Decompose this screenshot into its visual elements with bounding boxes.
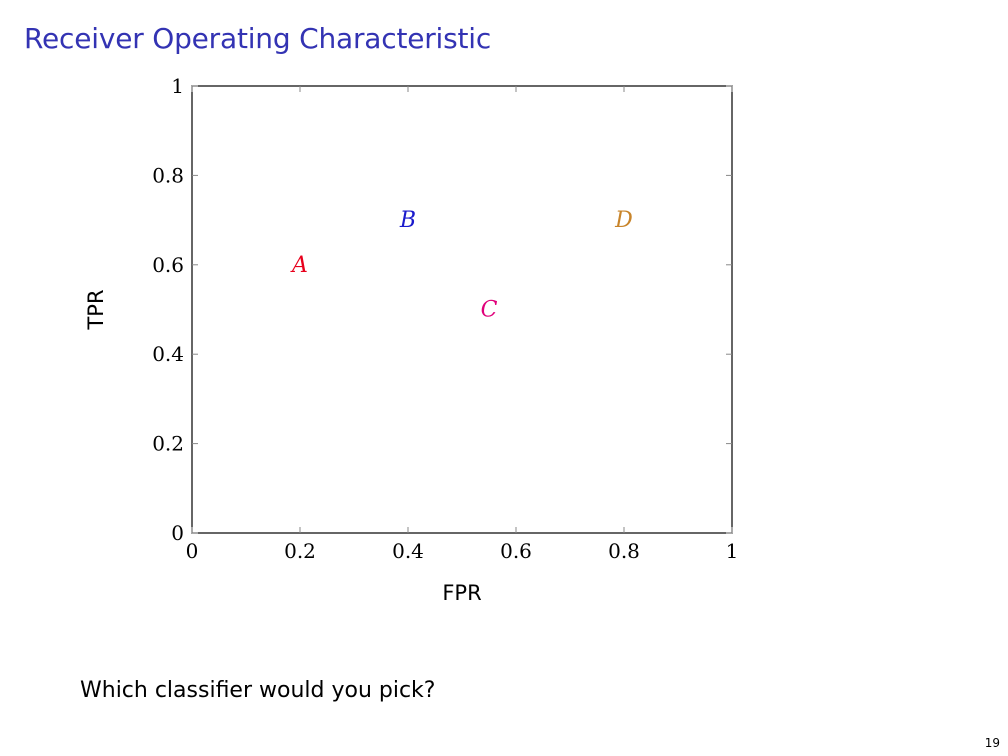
x-tick-label: 0.6 [500, 539, 532, 563]
data-point-d: D [614, 208, 633, 233]
page-number: 19 [984, 736, 1000, 750]
slide-title: Receiver Operating Characteristic [24, 22, 492, 55]
y-axis-title: TPR [84, 289, 108, 330]
plot-border [191, 85, 733, 534]
y-tick-label: 0.4 [152, 342, 184, 366]
x-tick-label: 0 [186, 539, 199, 563]
data-points: A B C D [290, 208, 633, 322]
y-tick-label: 1 [171, 74, 184, 98]
question-text: Which classifier would you pick? [80, 678, 436, 703]
y-tick-label: 0.2 [152, 432, 184, 456]
y-tick-label: 0.6 [152, 253, 184, 277]
y-tick-label: 0.8 [152, 163, 184, 187]
y-tick-label: 0 [171, 521, 184, 545]
x-tick-label: 1 [726, 539, 739, 563]
x-tick-label: 0.4 [392, 539, 424, 563]
x-tick-label: 0.8 [608, 539, 640, 563]
x-axis-title: FPR [442, 581, 481, 605]
axis-ticks: 0 0.2 0.4 0.6 0.8 1 0 0.2 0.4 0.6 0.8 1 [152, 74, 738, 563]
data-point-a: A [290, 253, 308, 278]
data-point-b: B [399, 208, 416, 233]
plot-area [191, 85, 733, 534]
data-point-c: C [481, 298, 498, 323]
x-tick-label: 0.2 [284, 539, 316, 563]
